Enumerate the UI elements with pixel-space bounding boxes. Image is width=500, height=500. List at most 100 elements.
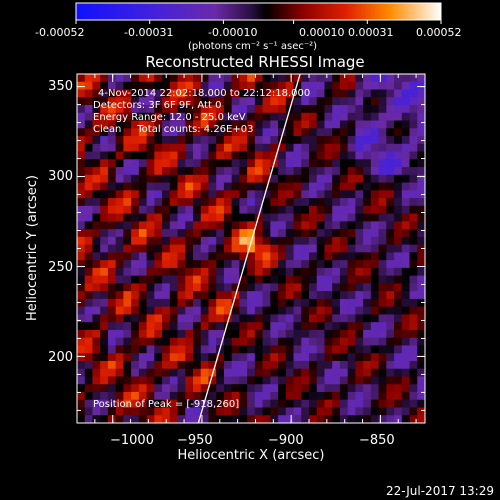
image-pixel — [309, 205, 318, 214]
image-pixel — [239, 74, 248, 83]
image-pixel — [332, 190, 341, 199]
image-pixel — [278, 306, 287, 315]
image-pixel — [254, 97, 263, 106]
image-pixel — [363, 81, 372, 90]
image-pixel — [332, 267, 341, 277]
image-pixel — [324, 353, 333, 362]
image-pixel — [131, 283, 140, 292]
image-pixel — [409, 221, 418, 230]
image-pixel — [115, 167, 124, 176]
image-pixel — [316, 298, 325, 308]
image-pixel — [239, 252, 248, 261]
image-pixel — [394, 112, 403, 121]
image-pixel — [270, 291, 279, 300]
image-pixel — [355, 368, 364, 377]
image-pixel — [270, 260, 279, 269]
image-pixel — [355, 81, 364, 90]
image-pixel — [154, 345, 163, 354]
image-pixel — [278, 97, 287, 106]
image-pixel — [409, 174, 418, 183]
image-pixel — [363, 143, 372, 152]
image-pixel — [146, 81, 155, 90]
image-pixel — [200, 360, 209, 370]
image-pixel — [239, 391, 248, 401]
image-pixel — [409, 112, 418, 121]
image-pixel — [417, 205, 425, 214]
image-pixel — [107, 205, 117, 214]
image-pixel — [223, 167, 233, 176]
image-pixel — [84, 182, 93, 191]
image-pixel — [363, 221, 372, 230]
image-pixel — [231, 337, 240, 346]
image-pixel — [239, 120, 248, 129]
image-pixel — [92, 376, 101, 385]
image-pixel — [131, 337, 140, 346]
image-pixel — [239, 159, 248, 168]
image-pixel — [84, 353, 93, 362]
image-pixel — [386, 213, 395, 222]
image-pixel — [115, 128, 124, 137]
image-pixel — [100, 353, 109, 362]
image-pixel — [223, 275, 233, 284]
image-pixel — [339, 229, 349, 238]
image-pixel — [370, 360, 379, 370]
image-pixel — [324, 345, 333, 354]
image-pixel — [223, 190, 233, 199]
image-pixel — [278, 399, 287, 408]
image-pixel — [394, 252, 403, 261]
image-pixel — [355, 112, 364, 121]
image-pixel — [223, 143, 233, 152]
image-pixel — [77, 112, 86, 121]
image-pixel — [285, 407, 294, 416]
image-pixel — [138, 143, 147, 152]
image-pixel — [131, 97, 140, 106]
image-pixel — [92, 74, 101, 83]
image-pixel — [370, 415, 379, 423]
image-pixel — [77, 314, 86, 323]
image-pixel — [84, 368, 93, 377]
image-pixel — [347, 190, 356, 199]
image-pixel — [123, 213, 132, 222]
image-pixel — [401, 252, 410, 261]
image-pixel — [401, 143, 410, 152]
image-pixel — [394, 329, 403, 339]
image-pixel — [394, 81, 403, 90]
image-pixel — [254, 415, 263, 423]
image-pixel — [394, 244, 403, 253]
image-pixel — [401, 236, 410, 246]
image-pixel — [154, 74, 163, 83]
image-pixel — [185, 384, 194, 393]
image-pixel — [169, 337, 178, 346]
image-pixel — [185, 306, 194, 315]
image-pixel — [162, 81, 171, 90]
image-pixel — [409, 314, 418, 323]
image-pixel — [339, 275, 349, 284]
image-pixel — [262, 291, 271, 300]
image-pixel — [208, 236, 217, 246]
image-pixel — [107, 322, 117, 331]
image-pixel — [262, 167, 271, 176]
colorbar-tick-label-4: 0.00031 — [348, 26, 394, 39]
image-pixel — [378, 368, 387, 377]
image-pixel — [278, 143, 287, 152]
image-pixel — [409, 384, 418, 393]
image-pixel — [254, 81, 263, 90]
image-pixel — [363, 275, 372, 284]
image-pixel — [401, 213, 410, 222]
image-pixel — [115, 337, 124, 346]
image-pixel — [231, 399, 240, 408]
image-pixel — [162, 306, 171, 315]
image-pixel — [146, 368, 155, 377]
image-pixel — [401, 291, 410, 300]
image-pixel — [339, 190, 349, 199]
image-pixel — [417, 229, 425, 238]
image-pixel — [378, 143, 387, 152]
image-pixel — [355, 314, 364, 323]
image-pixel — [239, 244, 248, 253]
image-pixel — [162, 244, 171, 253]
image-pixel — [254, 283, 263, 292]
image-pixel — [247, 384, 256, 393]
image-pixel — [262, 81, 271, 90]
image-pixel — [324, 244, 333, 253]
image-pixel — [347, 136, 356, 145]
